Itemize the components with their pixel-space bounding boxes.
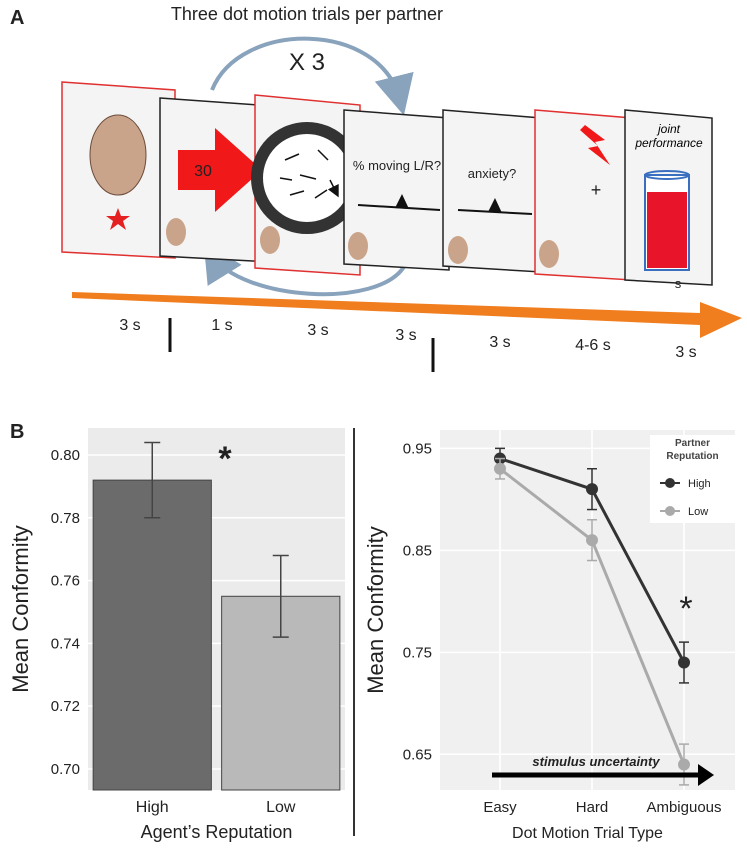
joint-performance-box: joint performance bbox=[635, 122, 703, 150]
y-tick-label: 0.78 bbox=[51, 510, 80, 527]
y-tick-label: 0.74 bbox=[51, 635, 80, 652]
red-arrow bbox=[178, 128, 262, 212]
loop-arrow bbox=[210, 36, 414, 116]
lightning bbox=[580, 125, 610, 165]
x-axis-label: Agent’s Reputation bbox=[141, 822, 293, 842]
arrow-number: 30 bbox=[194, 163, 212, 180]
point bbox=[586, 534, 598, 547]
y-tick-label: 0.85 bbox=[403, 542, 432, 559]
charts: 0.70 0.72 0.74 0.76 0.78 0.80 Mean Conformity A… bbox=[8, 428, 735, 842]
bar bbox=[92, 479, 212, 791]
x-tick-label: High bbox=[136, 799, 169, 816]
face-small bbox=[539, 240, 559, 268]
y-axis-label: Mean Conformity bbox=[363, 526, 388, 694]
y-tick-label: 0.65 bbox=[403, 746, 432, 763]
y-tick-label: 0.70 bbox=[51, 761, 80, 778]
uncertainty-arrowhead bbox=[698, 764, 714, 786]
timing: 4-6 s bbox=[575, 337, 611, 354]
face-small bbox=[448, 236, 468, 264]
point bbox=[494, 462, 506, 475]
panel-label: B bbox=[10, 421, 24, 443]
x-axis-label: Dot Motion Trial Type bbox=[512, 825, 663, 842]
legend-marker bbox=[665, 478, 675, 488]
arrow-label: stimulus uncertainty bbox=[532, 754, 660, 769]
title: Three dot motion trials per partner bbox=[171, 4, 443, 24]
y-tick-label: 0.72 bbox=[51, 698, 80, 715]
y-tick-label: 0.80 bbox=[51, 447, 80, 464]
slider bbox=[395, 194, 409, 209]
legend-label: Low bbox=[688, 506, 708, 518]
glass-fill bbox=[647, 192, 687, 268]
legend-title: Partner Reputation bbox=[666, 438, 719, 462]
y-tick-label: 0.95 bbox=[403, 440, 432, 457]
legend-label: High bbox=[688, 478, 711, 490]
timing: 3 s bbox=[307, 322, 328, 339]
joint-performance: joint performance bbox=[635, 122, 703, 150]
face-small bbox=[166, 218, 186, 246]
timing: 3 s bbox=[489, 334, 510, 351]
point bbox=[678, 758, 690, 771]
timing: 3 s bbox=[119, 317, 140, 334]
point bbox=[678, 656, 690, 669]
legend-box bbox=[650, 435, 735, 523]
y-axis-label: Mean Conformity bbox=[8, 525, 33, 693]
dots-aperture bbox=[251, 122, 363, 234]
star bbox=[106, 208, 130, 230]
face bbox=[89, 114, 147, 196]
x-tick-label: Low bbox=[266, 799, 296, 816]
loop-arrow bbox=[203, 241, 407, 297]
timeline bbox=[72, 292, 742, 338]
y-tick-label: 0.76 bbox=[51, 573, 80, 590]
fixation: + bbox=[591, 180, 602, 200]
y-tick-label: 0.75 bbox=[403, 644, 432, 661]
annotation: * bbox=[679, 590, 692, 628]
rating-frame bbox=[343, 109, 450, 271]
x-tick-label: Hard bbox=[576, 799, 609, 816]
x-tick-label: Easy bbox=[483, 799, 517, 816]
point bbox=[586, 483, 598, 496]
face-small bbox=[348, 232, 368, 260]
repeat: X 3 bbox=[289, 49, 325, 76]
timing: 1 s bbox=[211, 317, 232, 334]
question: anxiety? bbox=[468, 166, 516, 181]
x-tick-label: Ambiguous bbox=[646, 799, 721, 816]
legend-marker bbox=[665, 506, 675, 516]
slider bbox=[488, 198, 502, 213]
timing: 3 s bbox=[395, 327, 416, 344]
face-small bbox=[260, 226, 280, 254]
legend-title-box: Partner Reputation bbox=[666, 438, 719, 462]
glass-label: s bbox=[675, 276, 682, 291]
question: % moving L/R? bbox=[353, 158, 441, 173]
annotation: * bbox=[218, 440, 232, 478]
dots bbox=[279, 149, 336, 198]
panel-label: A bbox=[10, 7, 24, 29]
timing: 3 s bbox=[675, 344, 696, 361]
timings: 3 s 1 s 3 s 3 s 3 s 4-6 s 3 s bbox=[119, 317, 696, 361]
glass-rim bbox=[644, 170, 690, 180]
